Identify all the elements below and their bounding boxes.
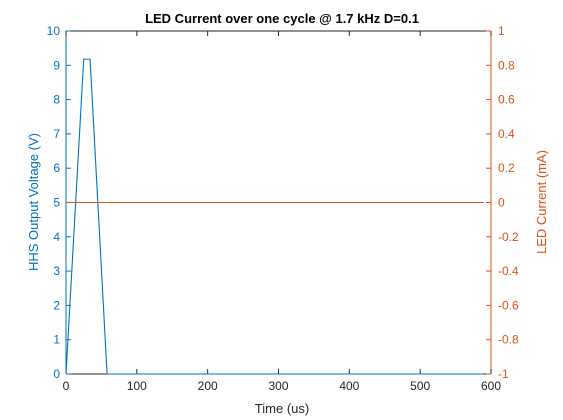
y-left-tick-label: 7 [53, 127, 60, 141]
y-right-tick-label: 0.8 [498, 58, 515, 72]
y-left-tick-label: 6 [53, 161, 60, 175]
x-tick-label: 600 [481, 379, 501, 393]
y-left-tick-label: 1 [53, 333, 60, 347]
x-axis-label: Time (us) [255, 401, 309, 416]
y-left-tick-label: 5 [53, 196, 60, 210]
plot-area: 0 100 200 300 400 500 600012345678910-1-0.8-0.… [47, 24, 519, 393]
y-left-tick-label: 8 [53, 93, 60, 107]
y-right-tick-label: -0.2 [498, 230, 519, 244]
x-tick-label: 400 [339, 379, 359, 393]
voltage-series-line [65, 58, 484, 375]
y-right-axis-label: LED Current (mA) [534, 150, 549, 254]
x-tick-label: 500 [410, 379, 430, 393]
y-right-tick-label: -0.4 [498, 264, 519, 278]
x-tick-label: 0 [63, 379, 70, 393]
y-left-tick-label: 9 [53, 58, 60, 72]
y-left-tick-label: 0 [53, 367, 60, 381]
y-right-tick-label: -1 [498, 367, 509, 381]
y-left-axis-label: HHS Output Voltage (V) [26, 133, 41, 271]
x-tick-label: 300 [268, 379, 288, 393]
x-tick-label: 200 [198, 379, 218, 393]
y-right-tick-label: 0 [498, 196, 505, 210]
y-left-tick-label: 4 [53, 230, 60, 244]
y-right-tick-label: 0.4 [498, 127, 515, 141]
y-left-tick-label: 10 [47, 24, 61, 38]
y-left-tick-label: 3 [53, 264, 60, 278]
y-right-tick-label: 1 [498, 24, 505, 38]
y-right-tick-label: -0.6 [498, 298, 519, 312]
x-tick-label: 100 [127, 379, 147, 393]
y-right-tick-label: -0.8 [498, 333, 519, 347]
chart-title: LED Current over one cycle @ 1.7 kHz D=0… [145, 11, 419, 26]
y-left-tick-label: 2 [53, 298, 60, 312]
y-right-tick-label: 0.2 [498, 161, 515, 175]
y-right-tick-label: 0.6 [498, 93, 515, 107]
